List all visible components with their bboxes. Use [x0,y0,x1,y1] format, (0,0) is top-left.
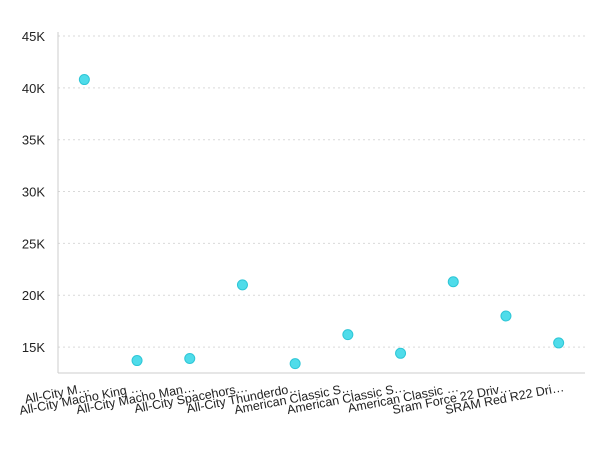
data-point[interactable] [500,310,512,322]
data-point[interactable] [342,329,354,341]
y-tick-label: 40K [22,81,45,96]
y-axis-ticks: 15K 20K 25K 30K 35K 40K 45K [22,29,45,355]
y-tick-label: 45K [22,29,45,44]
data-point[interactable] [184,352,196,364]
data-point[interactable] [131,355,143,367]
data-point[interactable] [236,279,248,291]
y-tick-label: 20K [22,288,45,303]
y-tick-label: 25K [22,236,45,251]
data-point[interactable] [289,358,301,370]
y-tick-label: 30K [22,185,45,200]
y-tick-label: 15K [22,340,45,355]
axes [57,32,585,374]
grid-lines [58,35,585,348]
y-tick-label: 35K [22,133,45,148]
x-axis-labels: All-City M…All-City Macho King …All-City… [18,380,565,418]
data-point[interactable] [447,276,459,288]
data-point[interactable] [553,337,565,349]
data-point[interactable] [395,347,407,359]
data-point[interactable] [78,74,90,86]
data-points [78,74,565,370]
